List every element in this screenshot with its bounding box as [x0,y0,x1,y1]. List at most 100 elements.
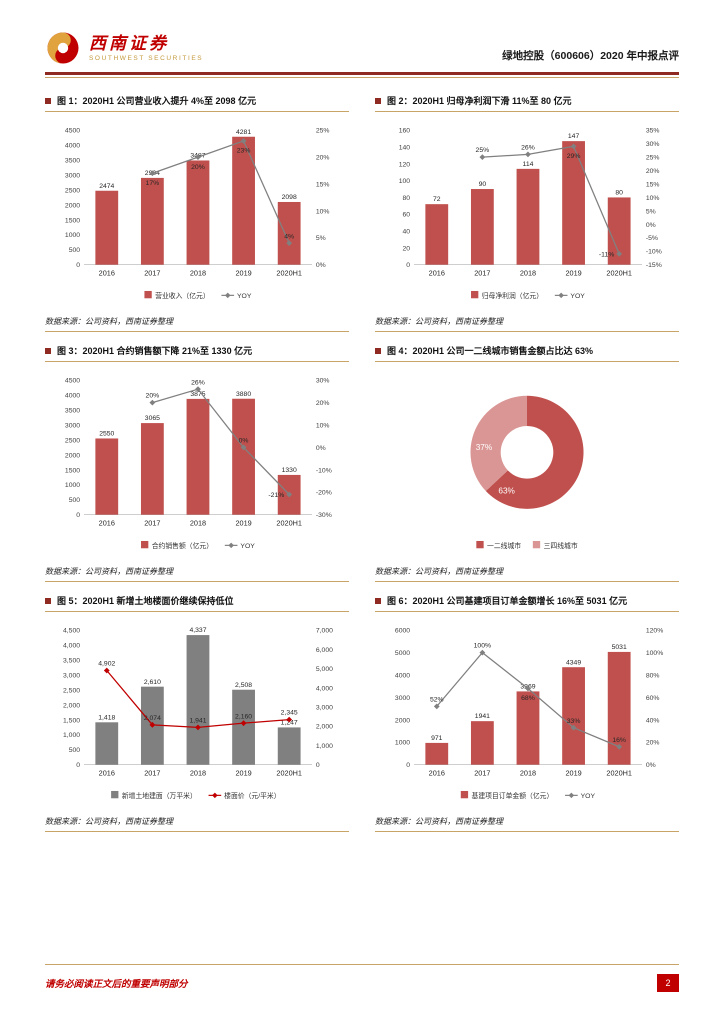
svg-text:4000: 4000 [395,672,410,679]
svg-text:1941: 1941 [475,713,490,720]
svg-text:2500: 2500 [65,437,80,444]
title-bullet-icon [45,597,51,604]
figure-2: 图 2：2020H1 归母净利润下滑 11%至 80 亿元 0 20 40 60 80 1… [375,94,679,332]
svg-text:4%: 4% [284,233,294,240]
svg-text:3000: 3000 [395,695,410,702]
svg-text:1,000: 1,000 [316,743,333,750]
svg-text:2020H1: 2020H1 [606,768,632,777]
svg-text:17%: 17% [146,180,160,187]
svg-text:1000: 1000 [65,232,80,239]
report-title: 绿地控股（600606）2020 年中报点评 [502,50,679,62]
svg-text:YOY: YOY [581,793,596,800]
title-bullet-icon [45,97,51,104]
figures-grid: 图 1：2020H1 公司营业收入提升 4%至 2098 亿元 0 500 1000… [45,94,679,832]
svg-text:2017: 2017 [144,768,160,777]
svg-text:2474: 2474 [99,183,114,190]
svg-text:10%: 10% [646,195,660,202]
svg-text:2018: 2018 [190,268,206,277]
svg-text:2016: 2016 [429,768,445,777]
svg-text:2000: 2000 [65,202,80,209]
figure-4-title: 图 4：2020H1 公司一二线城市销售金额占比达 63% [375,344,679,362]
svg-text:3000: 3000 [65,172,80,179]
svg-text:5%: 5% [316,235,326,242]
figure-2-title-text: 图 2：2020H1 归母净利润下滑 11%至 80 亿元 [387,96,572,106]
svg-text:20%: 20% [316,155,330,162]
figure-4: 图 4：2020H1 公司一二线城市销售金额占比达 63% 63% 37% 一二线城… [375,344,679,582]
svg-text:1,418: 1,418 [98,714,115,721]
svg-text:100%: 100% [474,643,491,650]
svg-text:30%: 30% [316,378,330,385]
svg-text:2018: 2018 [520,268,536,277]
svg-text:29%: 29% [567,153,581,160]
svg-text:-10%: -10% [646,249,662,256]
svg-text:YOY: YOY [240,543,255,550]
svg-text:2017: 2017 [144,518,160,527]
figure-5-chart: 0 500 1,000 1,500 2,000 2,500 3,000 3,500 4,000 4… [63,627,333,800]
svg-text:2016: 2016 [429,268,445,277]
svg-text:2017: 2017 [144,268,160,277]
figure-6-title-text: 图 6：2020H1 公司基建项目订单金额增长 16%至 5031 亿元 [387,596,628,606]
svg-text:120%: 120% [646,628,663,635]
svg-text:2017: 2017 [474,268,490,277]
svg-text:5%: 5% [646,208,656,215]
svg-text:2020H1: 2020H1 [276,518,302,527]
svg-text:40: 40 [402,228,410,235]
svg-text:20%: 20% [316,400,330,407]
figure-1-title: 图 1：2020H1 公司营业收入提升 4%至 2098 亿元 [45,94,349,112]
svg-text:3,000: 3,000 [316,704,333,711]
brand-name-en: SOUTHWEST SECURITIES [89,54,204,62]
svg-text:1,500: 1,500 [63,717,80,724]
figure-3: 图 3：2020H1 合约销售额下降 21%至 1330 亿元 0 500 1000… [45,344,349,582]
svg-text:4,000: 4,000 [63,643,80,650]
svg-text:2019: 2019 [235,768,251,777]
svg-text:3,000: 3,000 [63,672,80,679]
page-footer: 请务必阅读正文后的重要声明部分 2 [45,964,679,992]
brand-name-cn: 西南证券 [89,33,169,53]
svg-text:0: 0 [76,262,80,269]
svg-text:5031: 5031 [612,644,627,651]
brand-text: 西南证券 SOUTHWEST SECURITIES [89,35,203,62]
svg-text:500: 500 [69,747,81,754]
svg-text:60%: 60% [646,695,660,702]
svg-text:37%: 37% [476,443,493,452]
svg-text:合约销售额（亿元）: 合约销售额（亿元） [152,541,213,550]
svg-text:6000: 6000 [395,628,410,635]
figure-1-chart: 0 500 1000 1500 2000 2500 3000 3500 4000 4500 0% 5%… [65,128,330,300]
svg-text:0: 0 [76,512,80,519]
svg-text:2550: 2550 [99,431,114,438]
figure-6-chart: 0 1000 2000 3000 4000 5000 6000 0% 20% 40% 60% 80% 1… [395,628,663,800]
svg-text:-11%: -11% [599,251,614,258]
svg-text:0: 0 [316,762,320,769]
svg-text:0: 0 [406,262,410,269]
svg-text:2,508: 2,508 [235,682,252,689]
svg-text:23%: 23% [237,148,251,155]
svg-text:60: 60 [402,212,410,219]
figure-5-title: 图 5：2020H1 新增土地楼面价继续保持低位 [45,594,349,612]
svg-text:5000: 5000 [395,650,410,657]
svg-text:4000: 4000 [65,143,80,150]
figure-2-title: 图 2：2020H1 归母净利润下滑 11%至 80 亿元 [375,94,679,112]
svg-text:0%: 0% [646,762,656,769]
svg-text:120: 120 [399,161,411,168]
header-rule-gold [45,77,679,78]
svg-text:2020H1: 2020H1 [276,768,302,777]
svg-text:35%: 35% [646,128,660,135]
svg-text:2016: 2016 [99,268,115,277]
figure-4-source: 数据来源：公司资料，西南证券整理 [375,564,679,582]
svg-text:YOY: YOY [570,293,585,300]
svg-text:2018: 2018 [190,768,206,777]
svg-text:2,345: 2,345 [281,710,298,717]
svg-text:-20%: -20% [316,490,332,497]
svg-text:16%: 16% [612,737,626,744]
svg-text:3500: 3500 [65,158,80,165]
figure-1: 图 1：2020H1 公司营业收入提升 4%至 2098 亿元 0 500 1000… [45,94,349,332]
svg-text:YOY: YOY [237,293,252,300]
svg-text:3880: 3880 [236,391,251,398]
svg-text:2018: 2018 [190,518,206,527]
svg-text:20%: 20% [646,168,660,175]
svg-text:2016: 2016 [99,518,115,527]
figure-1-source: 数据来源：公司资料，西南证券整理 [45,314,349,332]
svg-text:100: 100 [399,178,411,185]
svg-text:4281: 4281 [236,129,251,136]
svg-text:971: 971 [431,735,443,742]
